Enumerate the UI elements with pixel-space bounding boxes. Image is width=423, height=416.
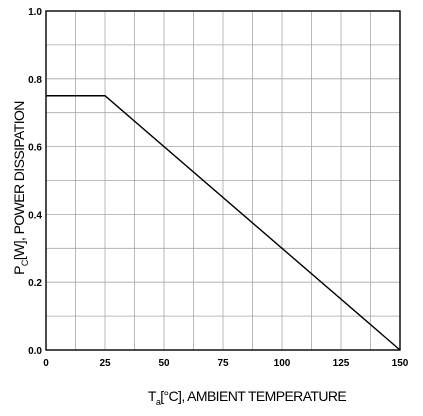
y-tick-label: 0.8 xyxy=(28,75,42,86)
x-axis-title-text: [°C], AMBIENT TEMPERATURE xyxy=(160,388,346,404)
y-tick-label: 0.2 xyxy=(28,278,42,289)
y-axis-title-symbol: P xyxy=(11,266,27,275)
chart-grid xyxy=(46,11,400,350)
y-axis-title-text: [W], POWER DISSIPATION xyxy=(11,101,27,260)
x-tick-label: 0 xyxy=(43,358,49,369)
x-tick-label: 100 xyxy=(274,358,291,369)
y-tick-label: 0.4 xyxy=(28,210,42,221)
x-axis-title-subscript: a xyxy=(156,397,161,407)
plot-frame xyxy=(45,10,401,351)
tick-labels: 0 25 50 75 100 125 150 0.0 0.2 0.4 0.6 0.8 1.0 xyxy=(28,7,409,369)
x-axis-title-symbol: T xyxy=(148,388,157,404)
y-tick-label: 0.6 xyxy=(28,143,42,154)
y-axis-title: PC[W], POWER DISSIPATION xyxy=(11,101,30,275)
x-tick-label: 150 xyxy=(392,358,409,369)
x-axis-title: Ta[°C], AMBIENT TEMPERATURE xyxy=(148,388,346,407)
x-tick-label: 125 xyxy=(333,358,350,369)
x-tick-label: 75 xyxy=(217,358,229,369)
x-tick-label: 25 xyxy=(99,358,111,369)
y-axis-title-subscript: C xyxy=(20,259,30,266)
x-tick-label: 50 xyxy=(158,358,170,369)
y-tick-label: 0.0 xyxy=(28,346,42,357)
y-tick-label: 1.0 xyxy=(28,7,42,18)
